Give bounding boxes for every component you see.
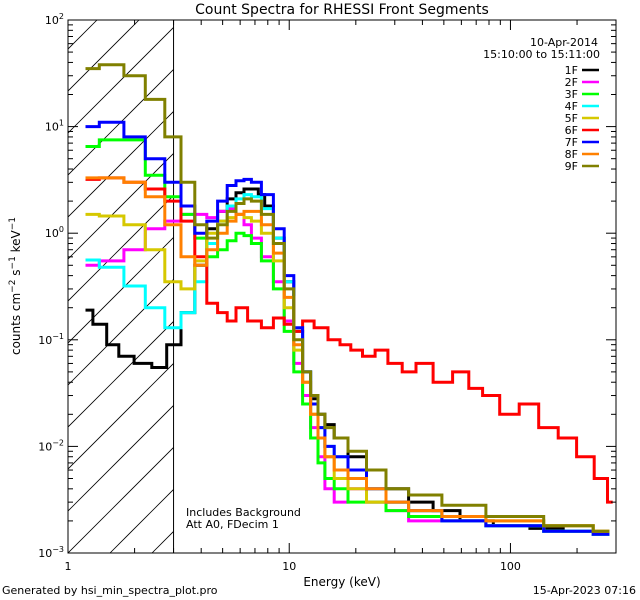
hatch-line bbox=[362, 20, 640, 553]
legend-label-9f: 9F bbox=[565, 160, 578, 173]
legend-label-2f: 2F bbox=[565, 76, 578, 89]
hatch-line bbox=[278, 20, 640, 553]
y-tick-label-base: 10 bbox=[45, 14, 59, 27]
y-tick-label: 10−2 bbox=[38, 438, 64, 453]
hatch-line bbox=[68, 26, 174, 134]
legend-label-8f: 8F bbox=[565, 148, 578, 161]
x-tick-label: 1 bbox=[65, 560, 72, 573]
footer-timestamp: 15-Apr-2023 07:16 bbox=[532, 584, 636, 597]
y-tick-label-base: 10 bbox=[45, 227, 59, 240]
chart-title: Count Spectra for RHESSI Front Segments bbox=[195, 2, 489, 18]
y-tick-label-base: 10 bbox=[38, 334, 52, 347]
y-axis-label-exp3: −1 bbox=[8, 217, 18, 230]
y-tick-label-exp: −1 bbox=[52, 332, 64, 341]
y-tick-label: 10−1 bbox=[38, 332, 64, 347]
series-line-8f bbox=[85, 176, 610, 533]
hatch-line bbox=[68, 320, 174, 428]
y-tick-label-exp: 2 bbox=[59, 12, 64, 21]
hatch-line bbox=[68, 278, 174, 386]
hatch-line bbox=[614, 20, 640, 553]
plot-frame bbox=[67, 19, 617, 554]
hatch-line bbox=[572, 20, 640, 553]
y-axis-label-exp1: −2 bbox=[8, 280, 18, 293]
annotation-attenuator: Att A0, FDecim 1 bbox=[186, 518, 279, 531]
x-axis-label: Energy (keV) bbox=[303, 575, 380, 589]
y-tick-label: 10−3 bbox=[38, 545, 64, 560]
observation-time-range: 15:10:00 to 15:11:00 bbox=[483, 48, 600, 61]
legend-label-5f: 5F bbox=[565, 112, 578, 125]
hatch-line bbox=[68, 404, 174, 512]
y-axis-label-exp2: −1 bbox=[8, 256, 18, 269]
y-tick-label: 102 bbox=[45, 12, 64, 27]
series-line-3f bbox=[85, 138, 610, 536]
hatch-line bbox=[68, 20, 140, 92]
y-tick-label: 101 bbox=[45, 119, 64, 134]
hatch-line bbox=[446, 20, 640, 553]
hatch-line bbox=[404, 20, 640, 553]
y-axis-label-mid: s bbox=[9, 269, 23, 279]
series-line-9f bbox=[85, 63, 610, 533]
legend-label-7f: 7F bbox=[565, 136, 578, 149]
footer-generated-by: Generated by hsi_min_spectra_plot.pro bbox=[2, 584, 218, 597]
y-axis-label: counts cm−2 s−1 keV−1 bbox=[8, 217, 23, 355]
x-tick-label: 100 bbox=[500, 560, 521, 573]
annotation-background: Includes Background bbox=[186, 506, 301, 519]
series-layer bbox=[85, 63, 613, 536]
y-tick-label-base: 10 bbox=[45, 121, 59, 134]
hatch-line bbox=[109, 488, 174, 553]
x-tick-labels: 1 10 100 bbox=[65, 560, 521, 573]
hatch-line bbox=[236, 20, 640, 553]
axis-ticks bbox=[67, 20, 617, 554]
background-hatched-region bbox=[68, 20, 640, 553]
hatch-line bbox=[530, 20, 640, 553]
hatch-line bbox=[68, 446, 174, 553]
legend-label-1f: 1F bbox=[565, 64, 578, 77]
y-tick-label-base: 10 bbox=[38, 547, 52, 560]
y-tick-label-base: 10 bbox=[38, 440, 52, 453]
y-tick-label: 100 bbox=[45, 225, 64, 240]
series-line-6f bbox=[85, 176, 613, 504]
legend-label-4f: 4F bbox=[565, 100, 578, 113]
y-axis-label-mid2: keV bbox=[9, 229, 23, 256]
hatch-line bbox=[68, 68, 174, 176]
observation-date: 10-Apr-2014 bbox=[530, 36, 598, 49]
legend-label-3f: 3F bbox=[565, 88, 578, 101]
y-tick-label-exp: 0 bbox=[59, 225, 64, 234]
y-tick-label-exp: 1 bbox=[59, 119, 64, 128]
y-tick-label-exp: −3 bbox=[52, 545, 64, 554]
hatch-line bbox=[68, 194, 174, 302]
hatch-line bbox=[68, 362, 174, 470]
y-tick-label-exp: −2 bbox=[52, 438, 64, 447]
legend-label-6f: 6F bbox=[565, 124, 578, 137]
y-axis-label-base: counts cm bbox=[9, 293, 23, 355]
x-tick-label: 10 bbox=[282, 560, 296, 573]
